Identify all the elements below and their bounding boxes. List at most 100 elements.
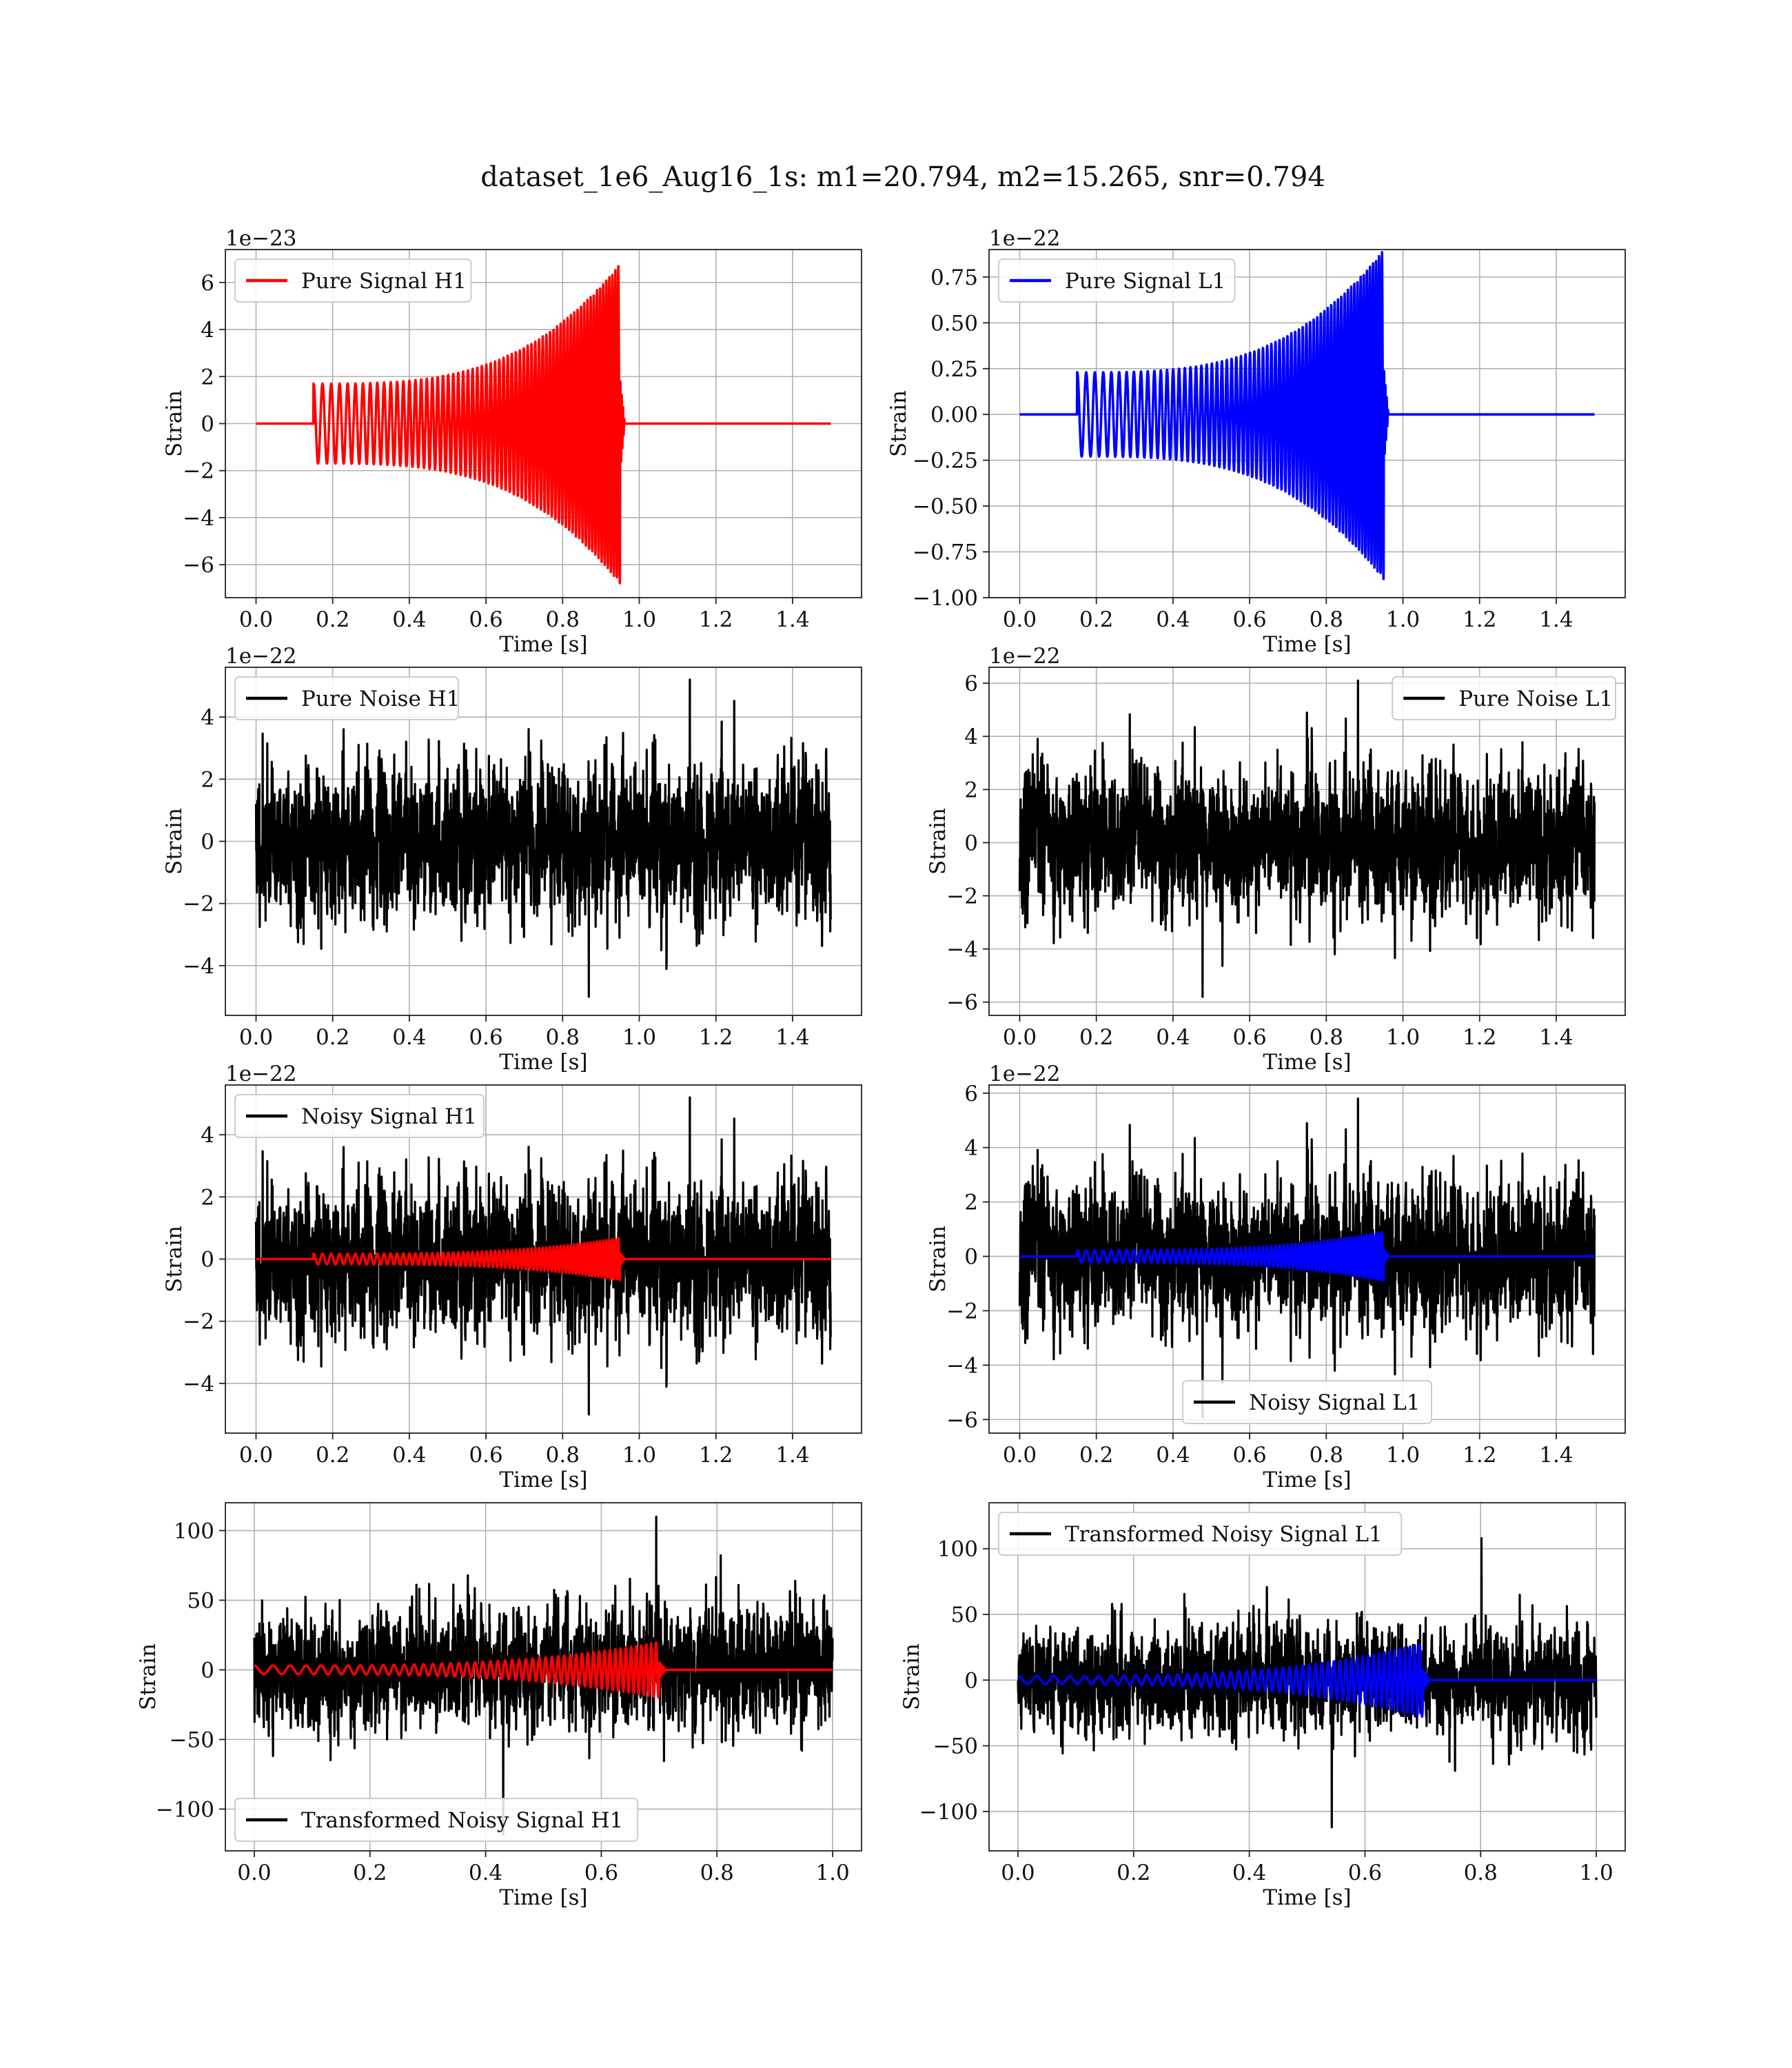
plot-area bbox=[1017, 1537, 1598, 1829]
y-axis-label: Strain bbox=[886, 390, 911, 457]
y-tick-label: 0.25 bbox=[930, 357, 978, 382]
x-axis-label: Time [s] bbox=[1263, 1468, 1351, 1492]
y-tick-label: 50 bbox=[187, 1588, 214, 1613]
y-offset-label: 1e−22 bbox=[989, 644, 1061, 669]
x-tick-label: 0.4 bbox=[1156, 1025, 1190, 1050]
y-tick-label: 0 bbox=[964, 831, 978, 855]
y-tick-label: −4 bbox=[183, 954, 214, 979]
y-offset-label: 1e−22 bbox=[225, 644, 297, 669]
series-line-chirp-overlay bbox=[253, 1641, 834, 1699]
x-tick-label: 0.0 bbox=[1003, 1443, 1037, 1468]
x-tick-label: 0.8 bbox=[546, 1025, 580, 1050]
y-tick-label: −6 bbox=[946, 1408, 978, 1432]
series-line-chirp-overlay bbox=[254, 1237, 833, 1281]
legend: Noisy Signal H1 bbox=[234, 1094, 485, 1138]
y-tick-label: −4 bbox=[183, 1372, 214, 1397]
axes-frame bbox=[225, 1502, 862, 1852]
x-tick-label: 1.2 bbox=[699, 1443, 733, 1468]
series-line-noisy-signal-l1 bbox=[1018, 1097, 1596, 1418]
y-tick-label: 2 bbox=[201, 767, 214, 792]
x-tick-label: 0.4 bbox=[392, 607, 426, 632]
x-tick-label: 0.4 bbox=[392, 1025, 426, 1050]
x-tick-label: 1.2 bbox=[1463, 1025, 1496, 1050]
y-tick-label: −100 bbox=[919, 1800, 978, 1825]
x-axis-label: Time [s] bbox=[1263, 1885, 1351, 1910]
x-tick-label: 0.8 bbox=[546, 1443, 580, 1468]
panels: 0.0 0.2 0.4 0.6 0.8 1.0 1.2 1.4 −6 −4 −2 0 2 4 6 1e−23 T… bbox=[136, 226, 1626, 1910]
y-axis-label: Strain bbox=[926, 808, 950, 875]
legend-box bbox=[1182, 1380, 1432, 1424]
plot-area bbox=[1018, 1097, 1596, 1418]
x-axis-label: Time [s] bbox=[499, 632, 587, 657]
y-tick-label: 50 bbox=[951, 1603, 978, 1628]
y-tick-label: −0.50 bbox=[913, 494, 978, 519]
legend-box bbox=[234, 258, 472, 303]
x-axis-label: Time [s] bbox=[499, 1050, 587, 1075]
y-offset-label: 1e−22 bbox=[225, 1062, 297, 1086]
x-tick-label: 1.2 bbox=[1463, 1443, 1496, 1468]
y-offset-label: 1e−22 bbox=[989, 226, 1061, 251]
series-line-pure-signal-l1 bbox=[1018, 251, 1596, 580]
x-tick-label: 0.6 bbox=[1232, 607, 1266, 632]
panel-8: 0.0 0.2 0.4 0.6 0.8 1.0 −100 −50 0 50 100 Time [s] S… bbox=[899, 1502, 1626, 1910]
y-tick-label: −50 bbox=[170, 1727, 214, 1752]
x-tick-label: 0.4 bbox=[1232, 1861, 1266, 1885]
x-tick-label: 0.4 bbox=[469, 1861, 502, 1885]
panel-7: 0.0 0.2 0.4 0.6 0.8 1.0 −100 −50 0 50 100 Time [s] S… bbox=[136, 1502, 862, 1910]
x-tick-label: 1.4 bbox=[1539, 1025, 1573, 1050]
x-axis-label: Time [s] bbox=[499, 1468, 587, 1492]
plot-area bbox=[1018, 679, 1596, 998]
panel-3: 0.0 0.2 0.4 0.6 0.8 1.0 1.2 1.4 −4 −2 0 2 4 1e−22 Time… bbox=[162, 644, 862, 1075]
x-tick-label: 0.2 bbox=[353, 1861, 387, 1885]
legend-box bbox=[998, 258, 1236, 303]
legend: Pure Signal H1 bbox=[234, 258, 472, 303]
x-tick-label: 0.0 bbox=[239, 1443, 273, 1468]
plot-area bbox=[254, 678, 833, 998]
legend-label: Transformed Noisy Signal L1 bbox=[1065, 1522, 1383, 1547]
y-tick-label: −6 bbox=[183, 553, 214, 578]
y-tick-label: −4 bbox=[183, 506, 214, 531]
x-tick-label: 1.2 bbox=[1463, 607, 1496, 632]
series-line-pure-noise-h1 bbox=[254, 678, 833, 998]
y-tick-label: 0.50 bbox=[930, 311, 978, 336]
x-tick-label: 1.4 bbox=[775, 1443, 809, 1468]
x-tick-label: 1.0 bbox=[1579, 1861, 1613, 1885]
legend-box bbox=[998, 1512, 1403, 1556]
y-tick-label: 4 bbox=[964, 1136, 978, 1161]
y-axis-label: Strain bbox=[162, 390, 187, 457]
y-tick-label: 2 bbox=[201, 365, 214, 389]
series-line-transformed-noisy-signal-l1 bbox=[1017, 1537, 1598, 1829]
x-tick-label: 0.2 bbox=[1117, 1861, 1150, 1885]
legend: Transformed Noisy Signal H1 bbox=[234, 1798, 639, 1842]
legend-box bbox=[234, 676, 459, 720]
x-tick-label: 1.0 bbox=[1386, 1025, 1420, 1050]
panel-6: 0.0 0.2 0.4 0.6 0.8 1.0 1.2 1.4 −6 −4 −2 0 2 4 6 1e−22 T… bbox=[926, 1062, 1626, 1492]
axes-frame bbox=[988, 249, 1626, 598]
legend: Noisy Signal L1 bbox=[1182, 1380, 1432, 1424]
plot-area bbox=[254, 265, 833, 585]
x-tick-label: 1.4 bbox=[775, 1025, 809, 1050]
legend-label: Noisy Signal L1 bbox=[1249, 1390, 1421, 1415]
y-tick-label: −6 bbox=[946, 991, 978, 1015]
y-tick-label: 0 bbox=[201, 412, 214, 437]
legend-label: Pure Noise L1 bbox=[1458, 687, 1613, 711]
y-tick-label: −50 bbox=[933, 1734, 978, 1759]
legend: Pure Noise L1 bbox=[1392, 676, 1616, 720]
x-axis-label: Time [s] bbox=[499, 1885, 587, 1910]
y-tick-label: 0 bbox=[201, 830, 214, 855]
plot-area bbox=[254, 1096, 833, 1416]
y-tick-label: 100 bbox=[174, 1519, 214, 1543]
x-tick-label: 0.2 bbox=[316, 607, 349, 632]
y-tick-label: 0 bbox=[201, 1248, 214, 1273]
legend-box bbox=[1392, 676, 1616, 720]
x-tick-label: 0.0 bbox=[1003, 1025, 1037, 1050]
y-tick-label: 0.75 bbox=[930, 265, 978, 290]
y-tick-label: 100 bbox=[937, 1537, 978, 1562]
x-tick-label: 1.0 bbox=[1386, 1443, 1420, 1468]
y-tick-label: −0.75 bbox=[913, 540, 978, 565]
x-tick-label: 0.8 bbox=[1464, 1861, 1498, 1885]
y-tick-label: −1.00 bbox=[913, 586, 978, 611]
y-tick-label: 4 bbox=[964, 724, 978, 749]
y-tick-label: −100 bbox=[156, 1797, 214, 1822]
